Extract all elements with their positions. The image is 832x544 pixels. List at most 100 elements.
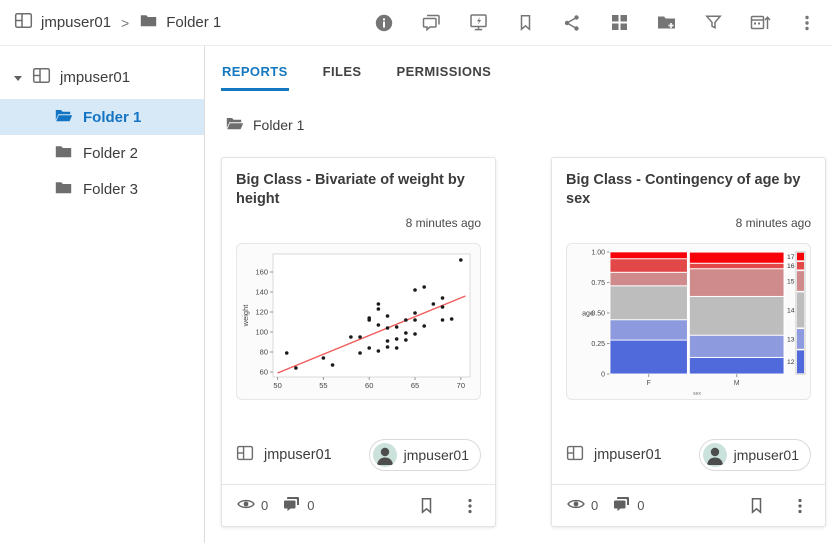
avatar [702, 443, 727, 467]
svg-text:0: 0 [601, 372, 605, 379]
top-bar: jmpuser01 > Folder 1 [0, 0, 832, 46]
svg-text:100: 100 [255, 328, 268, 337]
views-icon [566, 494, 586, 517]
current-folder-label-row: Folder 1 [225, 114, 832, 136]
open-folder-icon [54, 106, 73, 129]
space-icon [32, 66, 51, 89]
comments-count: 0 [307, 498, 315, 513]
svg-text:age: age [582, 311, 594, 318]
report-card-contingency[interactable]: Big Class - Contingency of age by sex 8 … [551, 157, 826, 527]
avatar [372, 443, 397, 467]
report-owner-row: jmpuser01 jmpuser01 [566, 439, 811, 484]
svg-text:14: 14 [787, 308, 795, 315]
views-count: 0 [261, 498, 269, 513]
svg-text:70: 70 [457, 381, 465, 390]
comments-icon [282, 494, 302, 517]
more-icon[interactable] [459, 495, 481, 517]
space-icon [14, 11, 33, 34]
tab-reports[interactable]: REPORTS [221, 58, 289, 91]
comments-icon [612, 494, 632, 517]
author-chip[interactable]: jmpuser01 [368, 439, 481, 471]
share-icon[interactable] [561, 12, 583, 34]
svg-text:F: F [647, 380, 651, 387]
breadcrumb-space-label: jmpuser01 [41, 14, 112, 31]
svg-text:13: 13 [787, 337, 795, 344]
sidebar-item-folder-3[interactable]: Folder 3 [0, 171, 204, 207]
tree-root-space[interactable]: jmpuser01 [0, 58, 204, 99]
collapse-caret-icon[interactable] [13, 73, 23, 83]
sidebar-item-label: Folder 1 [83, 108, 142, 126]
filter-icon[interactable] [702, 12, 724, 34]
report-owner-row: jmpuser01 jmpuser01 [236, 439, 481, 484]
new-folder-icon[interactable] [655, 12, 677, 34]
svg-text:M: M [734, 380, 740, 387]
report-timestamp: 8 minutes ago [735, 216, 811, 231]
author-name: jmpuser01 [733, 447, 799, 463]
folder-icon [54, 142, 73, 165]
tab-permissions[interactable]: PERMISSIONS [396, 58, 493, 91]
bookmark-icon[interactable] [745, 495, 767, 517]
svg-text:160: 160 [255, 268, 268, 277]
report-card-bivariate[interactable]: Big Class - Bivariate of weight by heigh… [221, 157, 496, 527]
sidebar-item-label: Folder 2 [83, 144, 139, 162]
svg-text:12: 12 [787, 359, 795, 366]
svg-text:1.00: 1.00 [591, 250, 605, 257]
comments-icon[interactable] [420, 12, 442, 34]
svg-text:60: 60 [365, 381, 373, 390]
comments-count: 0 [637, 498, 645, 513]
report-title[interactable]: Big Class - Bivariate of weight by heigh… [236, 172, 465, 208]
sidebar-item-label: Folder 3 [83, 180, 139, 198]
breadcrumb: jmpuser01 > Folder 1 [14, 11, 221, 34]
bookmark-icon[interactable] [514, 12, 536, 34]
more-icon[interactable] [789, 495, 811, 517]
space-icon [566, 444, 584, 467]
svg-text:16: 16 [787, 263, 795, 270]
svg-text:50: 50 [273, 381, 281, 390]
main-content: REPORTS FILES PERMISSIONS Folder 1 Big C… [205, 46, 832, 543]
folder-icon [139, 11, 158, 34]
bookmark-icon[interactable] [415, 495, 437, 517]
breadcrumb-folder[interactable]: Folder 1 [139, 11, 221, 34]
svg-text:0.50: 0.50 [591, 311, 605, 318]
more-icon[interactable] [796, 12, 818, 34]
report-stats-row: 0 0 [222, 484, 495, 526]
breadcrumb-space[interactable]: jmpuser01 [14, 11, 111, 34]
svg-text:80: 80 [260, 348, 268, 357]
comments-stat: 0 [612, 494, 644, 517]
report-timestamp: 8 minutes ago [405, 216, 481, 231]
jmp-live-monitor-icon[interactable] [467, 12, 489, 34]
views-count: 0 [591, 498, 599, 513]
folder-icon [54, 178, 73, 201]
author-chip[interactable]: jmpuser01 [698, 439, 811, 471]
views-icon [236, 494, 256, 517]
sidebar-item-folder-2[interactable]: Folder 2 [0, 135, 204, 171]
space-icon [236, 444, 254, 467]
space-name: jmpuser01 [264, 447, 332, 463]
breadcrumb-separator-icon: > [121, 14, 130, 31]
svg-text:sex: sex [693, 391, 701, 397]
sidebar-item-folder-1[interactable]: Folder 1 [0, 99, 204, 135]
svg-text:17: 17 [787, 254, 795, 261]
report-thumbnail-scatter[interactable]: 60 80 100 120 140 160 50 55 60 65 70 weight [236, 243, 481, 401]
sort-by-date-icon[interactable] [749, 12, 771, 34]
info-icon[interactable] [373, 12, 395, 34]
svg-text:weight: weight [241, 304, 250, 328]
svg-text:55: 55 [319, 381, 327, 390]
open-folder-icon [225, 114, 244, 136]
report-stats-row: 0 0 [552, 484, 825, 526]
svg-text:0.25: 0.25 [591, 341, 605, 348]
comments-stat: 0 [282, 494, 314, 517]
tree-root-label: jmpuser01 [60, 69, 131, 86]
report-card-grid: Big Class - Bivariate of weight by heigh… [221, 157, 832, 527]
svg-text:60: 60 [260, 368, 268, 377]
report-title[interactable]: Big Class - Contingency of age by sex [566, 172, 801, 208]
grid-view-icon[interactable] [608, 12, 630, 34]
views-stat: 0 [566, 494, 598, 517]
svg-text:140: 140 [255, 288, 268, 297]
folder-tree-sidebar: jmpuser01 Folder 1 Folder 2 Folder 3 [0, 46, 205, 543]
tab-files[interactable]: FILES [322, 58, 363, 91]
current-folder-label: Folder 1 [253, 117, 305, 133]
author-name: jmpuser01 [403, 447, 469, 463]
svg-text:120: 120 [255, 308, 268, 317]
